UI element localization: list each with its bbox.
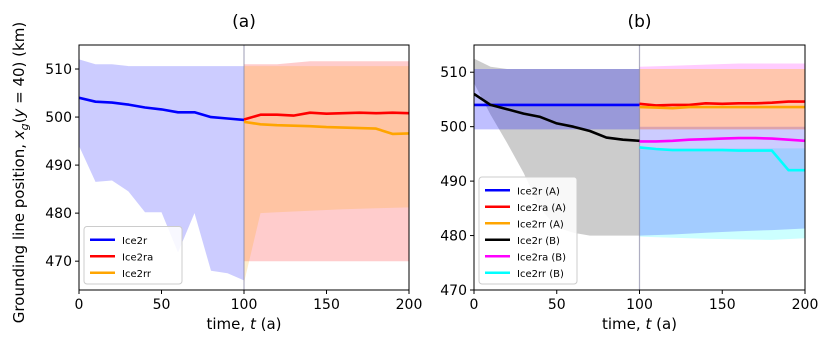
x-axis-label: time, t (a) — [602, 315, 677, 333]
legend: Ice2r Ice2ra Ice2rr — [83, 226, 183, 285]
band-ice2r-a — [474, 69, 640, 130]
series-line-ice2rr-b — [639, 146, 805, 172]
legend-label-ice2ra-a: Ice2ra (A) — [517, 203, 566, 214]
legend-label-ice2ra: Ice2ra — [122, 252, 153, 263]
band-ice2r-b — [474, 58, 640, 236]
legend-label-ice2r: Ice2r — [122, 236, 148, 247]
legend: Ice2r (A) Ice2ra (A) Ice2rr (A) Ice2r (B) Ic… — [478, 176, 578, 285]
band-ice2ra-a — [639, 69, 805, 130]
band-ice2rr — [244, 66, 409, 283]
panel-title: (a) — [232, 12, 256, 32]
x-tick-label: 150 — [709, 297, 736, 313]
band-ice2ra — [244, 61, 409, 262]
x-tick-label: 50 — [548, 297, 566, 313]
y-tick-label: 480 — [440, 229, 467, 245]
x-tick-label: 150 — [313, 297, 340, 313]
series-line-ice2rr — [243, 120, 409, 136]
series-line-ice2ra — [243, 111, 409, 121]
series-line-ice2r-b — [474, 92, 640, 143]
plot-area — [474, 45, 805, 290]
y-axis-label: Grounding line position, xg(y = 40) (km) — [10, 22, 31, 323]
y-tick-label: 490 — [440, 174, 467, 190]
x-axis-label: time, t (a) — [207, 315, 282, 333]
y-tick-label: 500 — [45, 110, 72, 126]
series-line-ice2ra-b — [639, 136, 805, 143]
legend-label-ice2rr-a: Ice2rr (A) — [517, 219, 564, 230]
band-ice2rr-b — [639, 148, 805, 240]
band-ice2rr-a — [639, 69, 805, 130]
series-line-ice2ra-a — [639, 100, 805, 107]
series-line-ice2r — [79, 96, 245, 122]
x-tick-label: 100 — [626, 297, 653, 313]
x-tick-label: 200 — [396, 297, 423, 313]
band-ice2ra-b-upper — [639, 63, 805, 69]
x-tick-label: 100 — [231, 297, 258, 313]
panel-a: 0 50 100 150 200 470 480 490 500 510 (a) time, t (a… — [10, 12, 422, 333]
x-tick-label: 0 — [75, 297, 84, 313]
legend-label-ice2r-a: Ice2r (A) — [517, 186, 560, 197]
panel-title: (b) — [627, 12, 651, 32]
y-tick-label: 470 — [440, 283, 467, 299]
x-tick-label: 200 — [792, 297, 819, 313]
plot-area — [79, 45, 409, 290]
x-tick-label: 0 — [470, 297, 479, 313]
x-tick-label: 50 — [153, 297, 171, 313]
y-tick-label: 470 — [45, 254, 72, 270]
y-tick-label: 480 — [45, 206, 72, 222]
band-ice2ra-b — [639, 126, 805, 236]
y-tick-label: 500 — [440, 120, 467, 136]
legend-label-ice2rr-b: Ice2rr (B) — [517, 269, 564, 280]
legend-label-ice2ra-b: Ice2ra (B) — [517, 252, 566, 263]
series-line-ice2rr-a — [639, 105, 805, 110]
y-tick-label: 510 — [45, 62, 72, 78]
y-tick-label: 490 — [45, 158, 72, 174]
panel-b: 0 50 100 150 200 470 480 490 500 510 (b) time, t (a… — [440, 12, 818, 333]
legend-label-ice2r-b: Ice2r (B) — [517, 236, 560, 247]
y-tick-label: 510 — [440, 65, 467, 81]
legend-label-ice2rr: Ice2rr — [122, 269, 152, 280]
